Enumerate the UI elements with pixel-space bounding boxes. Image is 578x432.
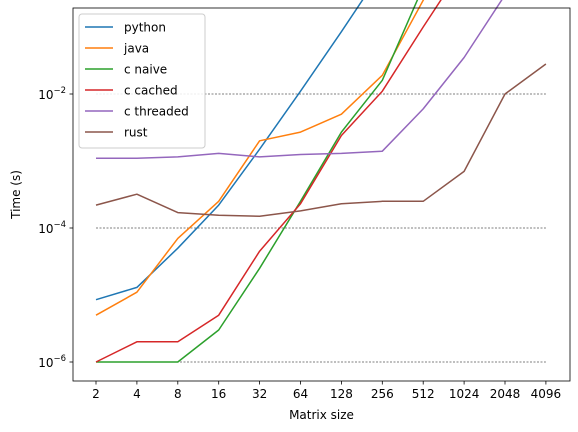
series-line-python [95, 0, 364, 301]
x-tick-label-2: 2 [92, 387, 100, 401]
series-line-c-cached [95, 0, 442, 363]
legend-label-java: java [123, 42, 149, 56]
series-line-c-threaded [96, 0, 503, 159]
x-tick-label-256: 256 [371, 387, 394, 401]
x-axis-label: Matrix size [289, 408, 354, 422]
series-line-c-naive [96, 0, 419, 363]
x-tick-label-4096: 4096 [531, 387, 562, 401]
x-tick-label-8: 8 [174, 387, 182, 401]
series-line-rust [95, 63, 547, 217]
x-tick-label-4: 4 [133, 387, 141, 401]
x-axis: 2 4 8 16 32 64 128 256 512 1024 2048 4096 [92, 381, 561, 401]
legend-label-c-naive: c naive [124, 63, 167, 77]
x-tick-label-64: 64 [293, 387, 308, 401]
y-tick-label-2: 10−2 [38, 86, 66, 102]
legend-label-c-cached: c cached [124, 84, 178, 98]
legend-label-rust: rust [124, 126, 148, 140]
plot-frame [72, 7, 571, 382]
legend-label-python: python [124, 21, 166, 35]
y-axis-label: Time (s) [9, 170, 23, 220]
legend: python java c naive c cached c threaded rust [78, 13, 206, 149]
x-tick-label-512: 512 [412, 387, 435, 401]
x-tick-label-16: 16 [211, 387, 226, 401]
legend-label-c-threaded: c threaded [124, 105, 189, 119]
y-tick-label-0: 10−6 [38, 354, 66, 370]
x-tick-label-32: 32 [252, 387, 267, 401]
series-lines [95, 0, 547, 363]
x-tick-label-2048: 2048 [490, 387, 521, 401]
y-tick-label-1: 10−4 [38, 220, 66, 236]
series-line-java [95, 0, 425, 316]
x-tick-label-128: 128 [330, 387, 353, 401]
x-tick-label-1024: 1024 [449, 387, 480, 401]
y-axis: 10−610−410−2100102104 [38, 86, 73, 370]
